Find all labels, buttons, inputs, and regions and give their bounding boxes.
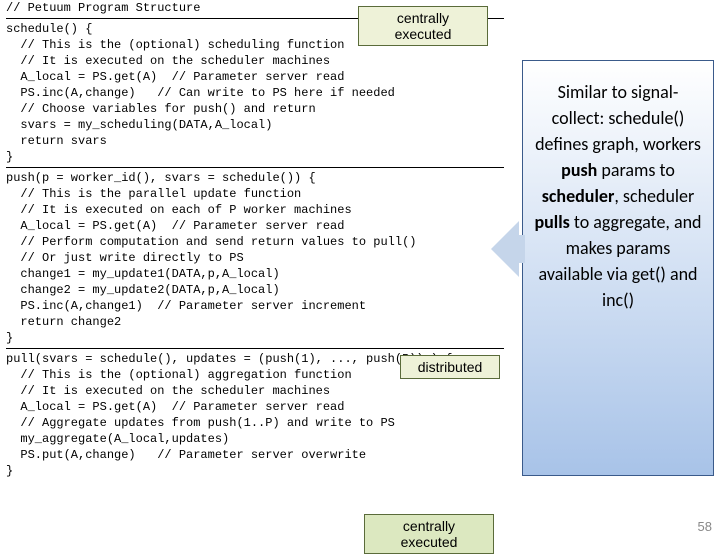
callout-fragment: , scheduler (614, 185, 694, 207)
callout-box: Similar to signal-collect: schedule() de… (522, 60, 714, 476)
label-text: distributed (418, 359, 483, 375)
code-line: A_local = PS.get(A) // Parameter server … (0, 399, 510, 415)
code-line: PS.inc(A,change) // Can write to PS here… (0, 85, 510, 101)
code-panel: // Petuum Program Structure schedule() {… (0, 0, 510, 540)
code-line: return change2 (0, 314, 510, 330)
code-line: svars = my_scheduling(DATA,A_local) (0, 117, 510, 133)
label-centrally-executed-top: centrally executed (358, 6, 488, 46)
label-centrally-executed-bottom: centrally executed (364, 514, 494, 554)
code-line: // This is the parallel update function (0, 186, 510, 202)
callout-fragment: pulls (534, 211, 569, 233)
label-text: centrally executed (401, 518, 458, 550)
code-line: } (0, 330, 510, 346)
label-text: centrally executed (395, 10, 452, 42)
code-line: // Choose variables for push() and retur… (0, 101, 510, 117)
code-line: // Aggregate updates from push(1..P) and… (0, 415, 510, 431)
label-distributed: distributed (400, 355, 500, 379)
code-line: change1 = my_update1(DATA,p,A_local) (0, 266, 510, 282)
code-line: // It is executed on the scheduler machi… (0, 53, 510, 69)
code-line: // It is executed on the scheduler machi… (0, 383, 510, 399)
code-line: // Perform computation and send return v… (0, 234, 510, 250)
code-line: A_local = PS.get(A) // Parameter server … (0, 69, 510, 85)
divider-2 (6, 167, 504, 168)
code-line: } (0, 149, 510, 165)
code-line: } (0, 463, 510, 479)
code-line: PS.inc(A,change1) // Parameter server in… (0, 298, 510, 314)
callout-fragment: params to (597, 159, 675, 181)
code-line: change2 = my_update2(DATA,p,A_local) (0, 282, 510, 298)
page-number: 58 (698, 519, 712, 534)
callout-fragment: scheduler (542, 185, 615, 207)
callout-text: Similar to signal-collect: schedule() de… (533, 79, 703, 313)
code-line: my_aggregate(A_local,updates) (0, 431, 510, 447)
code-line: return svars (0, 133, 510, 149)
code-line: push(p = worker_id(), svars = schedule()… (0, 170, 510, 186)
divider-3 (6, 348, 504, 349)
code-line: A_local = PS.get(A) // Parameter server … (0, 218, 510, 234)
code-line: // Or just write directly to PS (0, 250, 510, 266)
callout-fragment: push (561, 159, 597, 181)
code-line: PS.put(A,change) // Parameter server ove… (0, 447, 510, 463)
callout-fragment: Similar to signal-collect: schedule() de… (535, 81, 701, 155)
code-line: // It is executed on each of P worker ma… (0, 202, 510, 218)
code-block-2: push(p = worker_id(), svars = schedule()… (0, 170, 510, 346)
